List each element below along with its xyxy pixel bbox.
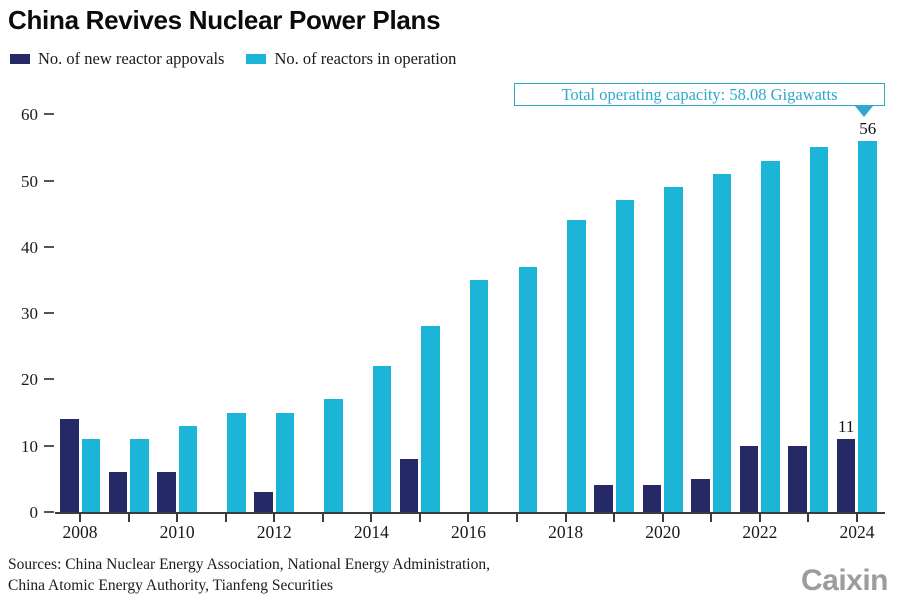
annotation-callout: Total operating capacity: 58.08 Gigawatt… [514, 83, 885, 106]
caixin-logo: Caixin [800, 564, 889, 597]
x-axis-tick [564, 514, 567, 522]
x-axis-tick [758, 514, 761, 522]
x-axis-tick [807, 514, 810, 522]
x-axis-tick [855, 514, 858, 522]
bar-approvals-2022 [739, 445, 759, 512]
bar-approvals-2019 [594, 485, 613, 512]
y-axis-tick [44, 444, 54, 447]
chart-title: China Revives Nuclear Power Plans [8, 5, 441, 35]
x-axis-line [55, 512, 885, 514]
bar-approvals-2008 [60, 419, 79, 512]
x-axis-tick [710, 514, 713, 522]
bar-operation-2020 [664, 187, 683, 512]
bar-operation-2010 [178, 425, 198, 512]
y-axis-label: 30 [21, 304, 38, 324]
x-axis-label: 2008 [62, 522, 98, 542]
bar-operation-2008 [81, 439, 100, 512]
annotation-text: Total operating capacity: 58.08 Gigawatt… [561, 84, 838, 104]
legend-item-operation: No. of reactors in operation [246, 49, 456, 69]
x-axis-tick [79, 514, 81, 522]
bar-operation-2013 [324, 399, 343, 512]
x-axis-tick [661, 514, 664, 522]
x-axis-tick [516, 514, 519, 522]
x-axis-label: 2022 [742, 522, 778, 542]
x-axis-label: 2018 [548, 522, 584, 542]
y-axis-label: 10 [21, 436, 38, 456]
bar-operation-2018 [567, 220, 586, 512]
y-axis-tick [44, 179, 54, 182]
legend-swatch-operation [246, 54, 267, 64]
bar-operation-2016 [469, 279, 489, 512]
bar-operation-2024 [858, 140, 877, 512]
x-axis-label: 2024 [839, 522, 875, 542]
x-axis-label: 2014 [353, 522, 389, 542]
x-axis-tick [613, 514, 616, 522]
x-axis-label: 2010 [159, 522, 195, 542]
source-line-2: China Atomic Energy Authority, Tianfeng … [8, 577, 334, 594]
y-axis-label: 50 [21, 171, 38, 191]
x-axis-tick [127, 514, 130, 522]
source-line-1: Sources: China Nuclear Energy Associatio… [8, 556, 490, 573]
y-axis-tick [44, 312, 54, 315]
bar-operation-2021 [712, 173, 732, 512]
bar-approvals-2010 [157, 472, 176, 512]
source-note: Sources: China Nuclear Energy Associatio… [8, 554, 490, 596]
legend-swatch-approvals [10, 54, 30, 64]
y-axis-label: 0 [29, 503, 39, 522]
x-axis-tick [176, 514, 179, 522]
x-axis-tick [321, 514, 324, 522]
bar-approvals-2012 [254, 492, 273, 512]
bar-operation-2011 [227, 412, 246, 512]
x-axis-tick [273, 514, 276, 522]
bar-operation-2023 [809, 147, 829, 512]
bar-operation-2012 [275, 412, 295, 512]
annotation-pointer-icon [855, 106, 873, 117]
x-axis-label: 2020 [645, 522, 681, 542]
legend-item-approvals: No. of new reactor appovals [10, 49, 224, 69]
y-axis-tick [44, 113, 54, 116]
y-axis-tick [44, 245, 54, 248]
bar-operation-2022 [761, 160, 780, 512]
x-axis-tick [418, 514, 421, 522]
y-axis-label: 40 [21, 237, 38, 257]
bar-approvals-2015 [399, 458, 419, 512]
x-axis-label: 2016 [450, 522, 486, 542]
y-axis-label: 20 [21, 370, 38, 390]
bar-operation-2017 [518, 266, 538, 512]
x-axis-tick [467, 514, 470, 522]
bar-operation-2019 [615, 200, 635, 512]
bar-approvals-2020 [642, 485, 662, 512]
legend: No. of new reactor appovals No. of react… [10, 49, 456, 69]
bar-approvals-2009 [108, 472, 128, 512]
x-axis-label: 2012 [256, 522, 292, 542]
legend-label-operation: No. of reactors in operation [274, 49, 457, 68]
bar-approvals-2021 [691, 478, 710, 512]
bar-operation-2009 [130, 439, 149, 512]
bar-value-label: 56 [859, 118, 877, 138]
bar-approvals-2023 [788, 445, 807, 512]
x-axis-tick [370, 514, 373, 522]
bar-operation-2014 [372, 366, 392, 512]
bar-operation-2015 [421, 326, 440, 512]
y-axis-tick [44, 378, 54, 381]
bar-value-label: 11 [838, 417, 855, 437]
y-axis-tick [44, 511, 54, 513]
legend-label-approvals: No. of new reactor appovals [38, 49, 225, 68]
bar-approvals-2024 [836, 439, 856, 512]
y-axis-label: 60 [21, 105, 38, 125]
x-axis-tick [224, 514, 227, 522]
